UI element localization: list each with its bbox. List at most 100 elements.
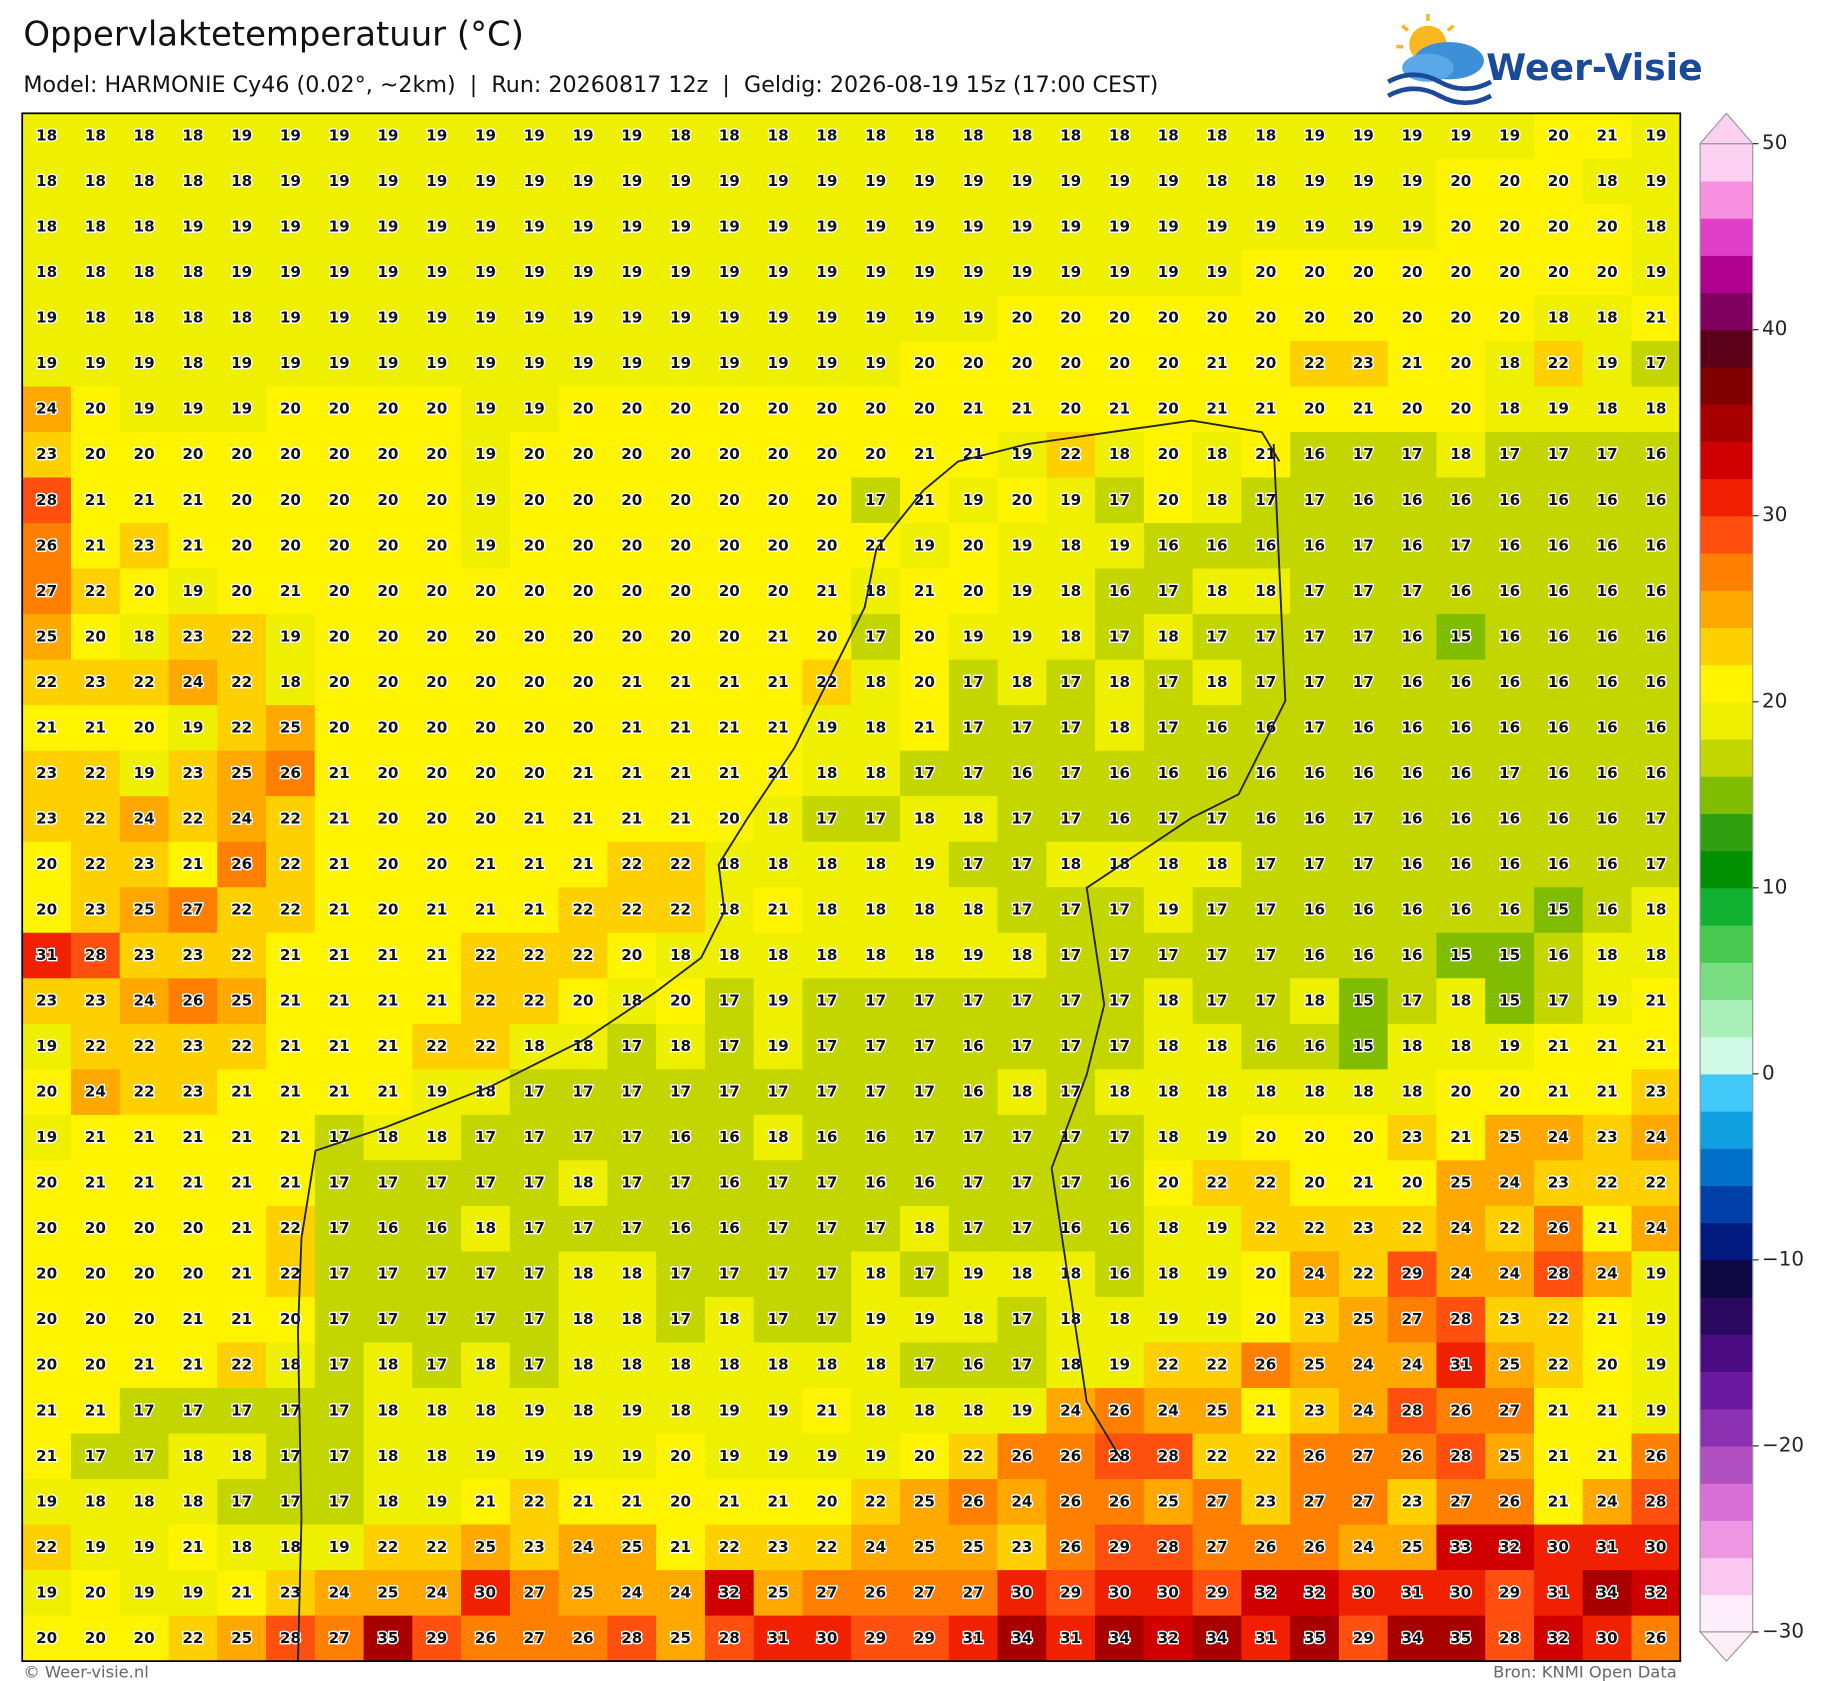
temperature-label: 20 — [719, 400, 740, 418]
temperature-cell — [1290, 477, 1340, 524]
temperature-cell — [1046, 1205, 1096, 1253]
temperature-cell — [217, 1433, 267, 1480]
temperature-label: 20 — [670, 1492, 691, 1510]
temperature-cell — [900, 796, 950, 843]
temperature-label: 22 — [1255, 1219, 1276, 1237]
temperature-cell — [656, 1114, 706, 1162]
temperature-label: 20 — [377, 809, 398, 827]
temperature-cell — [1631, 1342, 1681, 1389]
temperature-label: 20 — [134, 582, 155, 600]
temperature-label: 32 — [1158, 1629, 1179, 1647]
temperature-label: 16 — [719, 1174, 740, 1192]
colorbar-tick-label: 10 — [1762, 875, 1787, 898]
temperature-cell — [753, 295, 804, 342]
temperature-cell — [656, 841, 706, 888]
temperature-cell — [168, 1524, 218, 1571]
temperature-label: 19 — [572, 172, 593, 190]
temperature-label: 18 — [865, 764, 886, 782]
temperature-label: 23 — [1499, 1310, 1520, 1328]
temperature-cell — [851, 1160, 901, 1207]
temperature-cell — [1582, 1387, 1633, 1435]
temperature-label: 17 — [1011, 1310, 1032, 1328]
temperature-label: 29 — [1060, 1583, 1081, 1601]
temperature-label: 29 — [426, 1629, 447, 1647]
temperature-label: 17 — [1060, 1083, 1081, 1101]
temperature-cell — [1095, 1570, 1145, 1617]
temperature-label: 18 — [1158, 992, 1179, 1010]
colorbar-segment — [1700, 1408, 1753, 1447]
temperature-label: 17 — [670, 1310, 691, 1328]
temperature-label: 16 — [1401, 673, 1422, 691]
temperature-cell — [1631, 1524, 1681, 1571]
temperature-cell — [461, 249, 511, 297]
temperature-cell — [558, 705, 609, 752]
temperature-cell — [558, 1433, 609, 1480]
temperature-label: 16 — [1548, 582, 1569, 600]
temperature-cell — [1485, 113, 1535, 160]
temperature-cell — [217, 477, 267, 524]
temperature-label: 17 — [1645, 354, 1666, 372]
temperature-cell — [802, 1570, 852, 1617]
temperature-label: 25 — [1450, 1174, 1471, 1192]
temperature-label: 18 — [1255, 582, 1276, 600]
temperature-cell — [1290, 659, 1340, 706]
temperature-cell — [558, 1160, 609, 1207]
temperature-cell — [70, 1160, 121, 1207]
temperature-cell — [1436, 1296, 1486, 1344]
temperature-cell — [1143, 1479, 1194, 1526]
temperature-label: 25 — [768, 1583, 789, 1601]
temperature-cell — [607, 1615, 657, 1662]
temperature-label: 16 — [1645, 627, 1666, 645]
temperature-cell — [997, 158, 1048, 206]
temperature-label: 21 — [36, 718, 57, 736]
temperature-cell — [509, 750, 560, 797]
temperature-cell — [509, 1570, 560, 1617]
temperature-cell — [997, 568, 1048, 615]
temperature-label: 22 — [85, 764, 106, 782]
temperature-label: 19 — [1060, 218, 1081, 236]
colorbar-segment — [1700, 627, 1753, 666]
temperature-label: 16 — [1304, 946, 1325, 964]
temperature-cell — [1631, 568, 1681, 615]
temperature-cell — [1485, 1570, 1535, 1617]
temperature-cell — [168, 1251, 218, 1298]
temperature-cell — [119, 249, 170, 297]
temperature-label: 17 — [1353, 582, 1374, 600]
temperature-label: 18 — [182, 263, 203, 281]
temperature-cell — [22, 1524, 72, 1571]
temperature-cell — [1387, 1524, 1438, 1571]
temperature-cell — [948, 1069, 999, 1116]
temperature-cell — [1046, 477, 1096, 524]
temperature-cell — [607, 523, 657, 570]
temperature-label: 19 — [719, 1447, 740, 1465]
temperature-label: 21 — [1401, 354, 1422, 372]
temperature-cell — [1436, 1387, 1486, 1435]
temperature-cell — [1436, 659, 1486, 706]
temperature-cell — [1046, 978, 1096, 1025]
temperature-label: 20 — [1158, 1174, 1179, 1192]
temperature-label: 19 — [36, 1492, 57, 1510]
temperature-cell — [1631, 523, 1681, 570]
temperature-label: 20 — [377, 764, 398, 782]
temperature-cell — [1387, 932, 1438, 979]
temperature-cell — [1290, 750, 1340, 797]
temperature-label: 17 — [914, 1265, 935, 1283]
temperature-label: 19 — [524, 263, 545, 281]
temperature-cell — [119, 887, 170, 934]
temperature-cell — [1241, 1251, 1291, 1298]
temperature-cell — [461, 1479, 511, 1526]
temperature-cell — [607, 887, 657, 934]
temperature-label: 23 — [1353, 1219, 1374, 1237]
temperature-cell — [22, 523, 72, 570]
temperature-label: 15 — [1353, 1037, 1374, 1055]
temperature-label: 27 — [1353, 1447, 1374, 1465]
temperature-cell — [266, 340, 316, 388]
temperature-cell — [1631, 841, 1681, 888]
temperature-cell — [802, 113, 852, 160]
temperature-label: 20 — [719, 582, 740, 600]
temperature-label: 19 — [1109, 218, 1130, 236]
temperature-cell — [1582, 204, 1633, 251]
temperature-label: 20 — [670, 582, 691, 600]
temperature-cell — [704, 477, 755, 524]
